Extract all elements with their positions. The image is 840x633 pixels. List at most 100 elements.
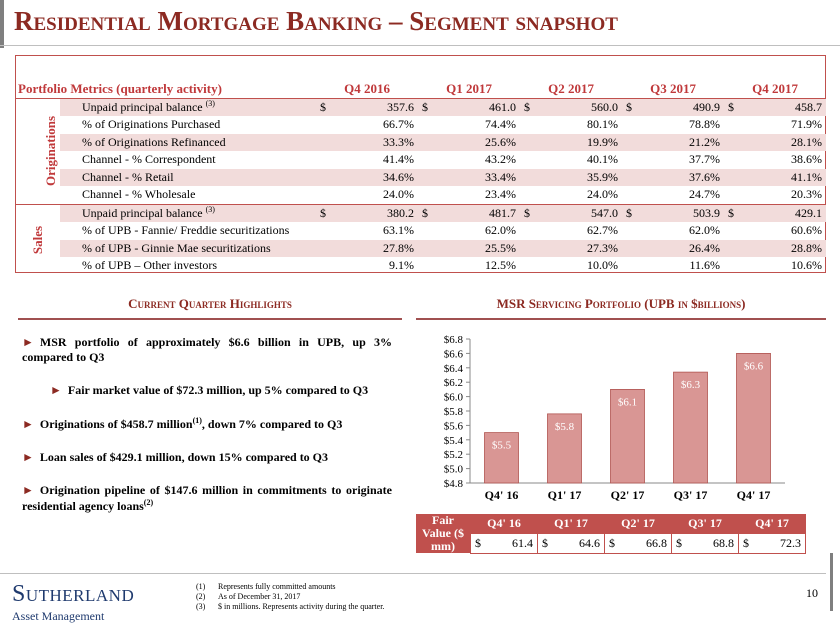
data-label: $5.5	[492, 440, 512, 452]
row-label-cell: % of UPB - Ginnie Mae securitizations	[60, 239, 317, 257]
highlight: ► MSR portfolio of approximately $6.6 bil…	[22, 335, 392, 365]
cell-value: 62.0%	[689, 223, 721, 238]
bar	[484, 432, 519, 484]
row-label: Unpaid principal balance	[82, 206, 203, 221]
page-number: 10	[806, 586, 818, 600]
cell-value: 35.9%	[587, 169, 619, 184]
cell-value: 37.7%	[689, 152, 721, 167]
cell-value: 41.1%	[791, 169, 823, 184]
data-label: $6.3	[681, 379, 701, 391]
cell: $72.3	[738, 532, 806, 554]
currency: $	[320, 205, 327, 220]
footnote-marker: (1)	[196, 582, 206, 591]
cell-value: 33.4%	[485, 169, 517, 184]
highlight-text: , down 7% compared to Q3	[201, 417, 343, 431]
cell: $357.6	[316, 98, 419, 116]
header-row: Portfolio Metrics (quarterly activity) Q4…	[16, 80, 827, 99]
y-tick-label: $5.4	[444, 435, 464, 447]
cell: 33.4%	[418, 168, 521, 186]
cell-value: 547.0	[591, 205, 619, 220]
row-label-cell: Channel - % Correspondent	[60, 151, 316, 169]
table-row: % of UPB – Other investors 9.1% 12.5% 10.0%…	[16, 257, 826, 275]
table-row: Sales Unpaid principal balance (3) $380.2 $…	[16, 203, 827, 275]
x-tick-label: Q4' 17	[737, 488, 771, 502]
bullet: ►	[22, 483, 34, 497]
highlight: ► Fair market value of $72.3 million, up …	[22, 383, 392, 398]
cell-value: 33.3%	[383, 134, 415, 149]
logo-name: Sutherland	[12, 581, 135, 607]
cell: 11.6%	[622, 257, 724, 275]
row-label-cell: % of Originations Refinanced	[60, 133, 317, 151]
cell-value: 24.0%	[383, 187, 415, 202]
cell: 24.0%	[520, 186, 622, 204]
cell: 26.4%	[622, 239, 725, 257]
y-tick-label: $6.6	[444, 348, 464, 360]
cell-value: 23.4%	[485, 187, 517, 202]
x-tick-label: Q1' 17	[548, 488, 582, 502]
cell: 10.0%	[520, 257, 622, 275]
cell-value: 10.6%	[791, 258, 823, 273]
section-title: Current Quarter Highlights	[18, 296, 402, 320]
cell: $481.7	[418, 203, 521, 222]
column-header: Q1 2017	[418, 80, 521, 99]
footnote-marker: (3)	[196, 602, 206, 611]
y-tick-label: $5.2	[444, 449, 463, 461]
cell-value: 66.8	[646, 535, 667, 550]
cell-value: 74.4%	[485, 117, 517, 132]
value-row: $61.4 $64.6 $66.8 $68.8 $72.3	[416, 532, 806, 554]
cell: 25.5%	[418, 239, 521, 257]
section-title: MSR Servicing Portfolio (UPB in $billion…	[416, 296, 826, 320]
group-label-cell: Originations	[16, 98, 60, 204]
row-label: Channel - % Correspondent	[82, 152, 216, 167]
slide-title: Residential Mortgage Banking – Segment s…	[14, 6, 618, 36]
cell-value: 25.6%	[485, 134, 517, 149]
cell-value: 25.5%	[485, 240, 517, 255]
cell: 41.4%	[316, 151, 418, 169]
cell: 43.2%	[418, 151, 520, 169]
footnotes: (1) Represents fully committed amounts (2)…	[196, 582, 384, 612]
table-frame	[15, 55, 826, 273]
currency: $	[609, 535, 615, 550]
cell-value: 21.2%	[689, 134, 721, 149]
row-label: % of UPB - Ginnie Mae securitizations	[82, 240, 271, 255]
footer-rule	[0, 573, 826, 574]
cell-value: 490.9	[693, 99, 721, 114]
cell: 20.3%	[724, 186, 826, 204]
cell: 28.1%	[724, 133, 827, 151]
highlight: ► Origination pipeline of $147.6 million …	[22, 483, 392, 514]
cell-value: 10.0%	[587, 258, 619, 273]
cell: 28.8%	[724, 239, 827, 257]
cell: 38.6%	[724, 151, 826, 169]
row-label-cell: Channel - % Wholesale	[60, 186, 316, 204]
footnote-marker: (2)	[196, 592, 206, 601]
cell: $458.7	[724, 98, 827, 116]
row-label-cell: Channel - % Retail	[60, 168, 317, 186]
cell: 80.1%	[520, 116, 622, 134]
column-header: Q2 2017	[520, 80, 623, 99]
row-label: Channel - % Wholesale	[82, 187, 196, 202]
cell-value: 481.7	[489, 205, 517, 220]
cell-value: 458.7	[795, 99, 823, 114]
cell: 74.4%	[418, 116, 520, 134]
cell: 63.1%	[316, 222, 418, 240]
currency: $	[524, 205, 531, 220]
cell: 62.7%	[520, 222, 622, 240]
row-label: % of Originations Purchased	[82, 117, 221, 132]
cell-value: 37.6%	[689, 169, 721, 184]
cell-value: 28.1%	[791, 134, 823, 149]
row-label-cell: % of Originations Purchased	[60, 116, 316, 134]
footnote-text: $ in millions. Represents activity durin…	[218, 602, 385, 611]
column-header: Q4 2016	[316, 80, 419, 99]
row-label-cell: % of UPB – Other investors	[60, 257, 316, 275]
table-row: % of Originations Refinanced 33.3% 25.6% 19…	[16, 133, 827, 151]
table-row: % of Originations Purchased 66.7% 74.4% 80.…	[16, 116, 826, 134]
footnote-text: As of December 31, 2017	[218, 592, 301, 601]
logo-tagline: Asset Management	[12, 609, 105, 623]
fair-value-label: Fair Value ($ mm)	[416, 514, 471, 553]
cell-value: 12.5%	[485, 258, 517, 273]
cell: 24.0%	[316, 186, 418, 204]
cell: 40.1%	[520, 151, 622, 169]
currency: $	[422, 205, 429, 220]
cell: $560.0	[520, 98, 623, 116]
